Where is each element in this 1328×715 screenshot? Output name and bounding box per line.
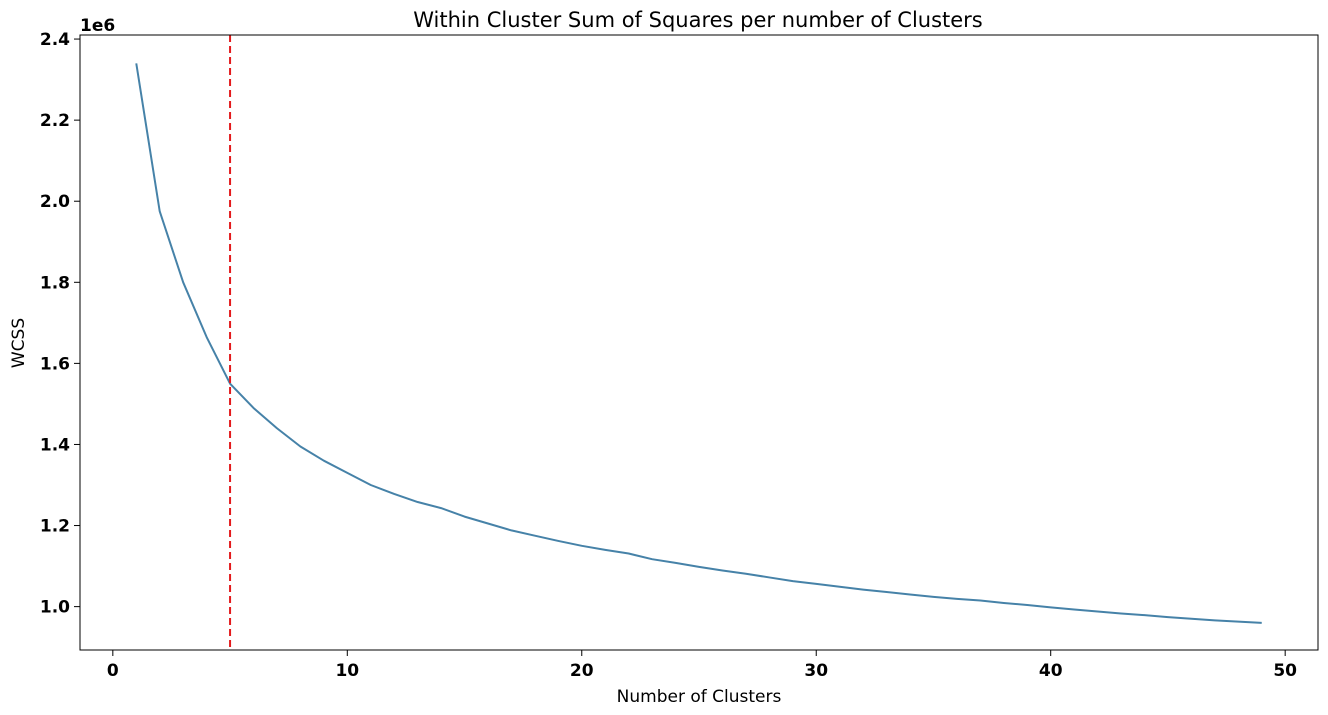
series-line-0 <box>135 63 1262 624</box>
x-tick-label: 30 <box>804 661 828 681</box>
plot-frame <box>79 34 1319 651</box>
x-tick-label: 20 <box>570 661 594 681</box>
x-tick-label: 40 <box>1039 661 1063 681</box>
x-axis-label: Number of Clusters <box>617 687 782 707</box>
plot-area <box>135 35 1262 650</box>
y-tick-label: 1.8 <box>40 273 70 293</box>
y-offset-label: 1e6 <box>80 16 115 36</box>
y-tick-label: 1.4 <box>40 435 70 455</box>
y-tick-label: 2.0 <box>40 192 70 212</box>
x-tick-label: 10 <box>335 661 359 681</box>
y-tick-label: 2.2 <box>40 111 70 131</box>
y-tick-label: 2.4 <box>40 30 70 50</box>
x-tick-label: 50 <box>1273 661 1297 681</box>
x-axis: 0 10 20 30 40 50 <box>107 650 1297 681</box>
y-axis-label: WCSS <box>9 318 29 368</box>
y-tick-label: 1.2 <box>40 517 70 537</box>
y-tick-label: 1.6 <box>40 354 70 374</box>
chart-title: Within Cluster Sum of Squares per number… <box>413 8 983 32</box>
y-axis: 1.0 1.2 1.4 1.6 1.8 2.0 2.2 2.4 <box>40 30 80 618</box>
y-tick-label: 1.0 <box>40 598 70 618</box>
x-tick-label: 0 <box>107 661 119 681</box>
